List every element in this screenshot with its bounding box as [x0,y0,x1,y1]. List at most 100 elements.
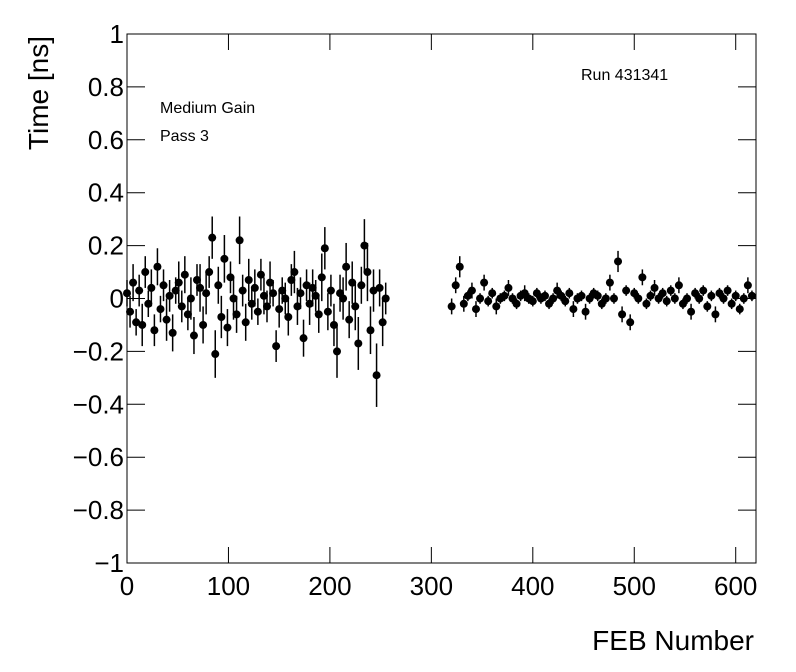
point [366,326,375,335]
point [250,283,259,292]
point [290,268,299,277]
point [540,291,549,300]
point [138,320,147,329]
point [345,315,354,324]
point [614,257,623,266]
point [593,291,602,300]
point [238,286,247,295]
x-tick-label: 300 [410,571,453,601]
x-tick-label: 100 [207,571,250,601]
point [314,310,323,319]
annotation: Pass 3 [160,128,209,145]
y-tick-label: 0.6 [88,125,124,155]
point [695,294,704,303]
point [326,286,335,295]
point [281,294,290,303]
point [739,294,748,303]
point [299,334,308,343]
point [266,278,275,287]
y-tick-label: 0.2 [88,231,124,261]
point [711,310,720,319]
y-tick-label: −0.2 [73,336,124,366]
point [658,289,667,298]
point [662,297,671,306]
point [217,313,226,322]
x-tick-label: 500 [613,571,656,601]
point [381,294,390,303]
point [565,289,574,298]
point [378,318,387,327]
point [123,289,131,298]
point [471,305,480,314]
point [132,318,141,327]
point [650,283,659,292]
point [284,313,293,322]
point [719,294,728,303]
annotation: Medium Gain [160,100,255,117]
point [605,278,614,287]
point [150,326,159,335]
point [293,302,302,311]
x-tick-label: 0 [120,571,134,601]
point [467,286,476,295]
point [618,310,627,319]
point [699,286,708,295]
point [129,278,138,287]
point [287,275,296,284]
point [278,286,287,295]
point [220,254,229,263]
point [186,294,195,303]
point [375,283,384,292]
point [205,268,214,277]
point [484,297,493,306]
point [670,294,679,303]
point [348,278,357,287]
point [577,291,586,300]
point [703,302,712,311]
point [569,305,578,314]
point [451,281,460,290]
point [211,350,220,359]
point [162,315,171,324]
point [512,299,521,308]
point [455,262,464,271]
y-tick-label: −0.4 [73,389,124,419]
point [244,275,253,284]
point [226,273,235,282]
point [229,294,238,303]
point [683,294,692,303]
point [666,286,675,295]
point [504,283,513,292]
point [317,273,326,282]
point [171,286,180,295]
point [259,291,268,300]
point [320,244,329,253]
point [202,289,211,298]
point [357,281,366,290]
x-tick-label: 600 [714,571,757,601]
point [646,291,655,300]
point [126,307,135,316]
point [223,323,232,332]
point [189,331,198,340]
point [459,299,468,308]
point [232,310,241,319]
point [275,305,284,314]
point [208,233,217,242]
point [153,262,162,271]
point [339,294,348,303]
point [241,318,250,327]
point [296,289,305,298]
point [622,286,631,295]
point [144,299,153,308]
point [147,283,156,292]
point [199,320,208,329]
point [747,291,756,300]
point [214,281,223,290]
point [183,310,192,319]
point [609,294,618,303]
point [360,241,369,250]
x-tick-label: 400 [511,571,554,601]
point [177,302,186,311]
point [363,268,372,277]
